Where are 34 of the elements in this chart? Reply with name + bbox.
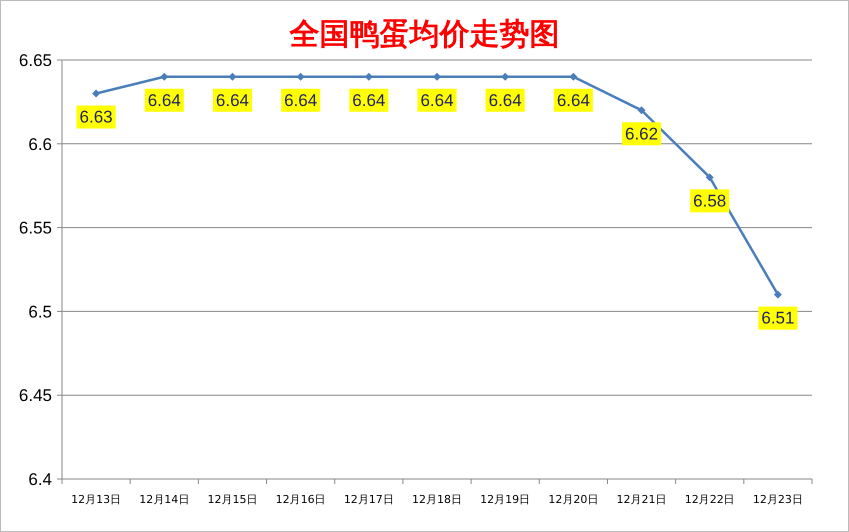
data-label: 6.64 — [556, 90, 590, 110]
data-label: 6.64 — [488, 90, 522, 110]
point — [92, 90, 100, 98]
data-label: 6.51 — [761, 308, 794, 328]
point — [706, 173, 714, 182]
x-tick-label: 12月14日 — [139, 493, 190, 506]
x-tick-label: 12月15日 — [207, 493, 258, 506]
y-tick-label: 6.45 — [18, 386, 52, 406]
chart-title: 全国鸭蛋均价走势图 — [288, 18, 560, 51]
y-tick-label: 6.4 — [28, 470, 52, 489]
x-tick-label: 12月20日 — [548, 493, 598, 506]
x-tick-label: 12月19日 — [480, 493, 530, 506]
data-label: 6.64 — [216, 90, 249, 110]
point — [774, 290, 782, 299]
y-tick-label: 6.65 — [18, 51, 52, 70]
x-tick-label: 12月18日 — [412, 493, 462, 506]
data-label: 6.64 — [148, 90, 181, 110]
y-tick-label: 6.6 — [28, 134, 52, 154]
x-tick-label: 12月22日 — [684, 493, 735, 506]
y-tick-label: 6.55 — [18, 218, 52, 238]
x-tick-label: 12月16日 — [276, 493, 326, 506]
data-label: 6.63 — [80, 108, 113, 127]
data-label: 6.64 — [352, 90, 386, 110]
point — [638, 106, 646, 114]
data-label: 6.58 — [693, 191, 726, 210]
x-tick-label: 12月17日 — [344, 493, 394, 506]
point — [433, 72, 441, 81]
x-tick-label: 12月21日 — [616, 493, 667, 506]
x-tick-label: 12月13日 — [71, 493, 122, 506]
y-tick-label: 6.5 — [28, 302, 52, 322]
data-label: 6.64 — [284, 90, 318, 110]
x-tick-label: 12月23日 — [752, 493, 803, 506]
data-label: 6.62 — [625, 124, 658, 144]
data-label: 6.64 — [420, 90, 454, 110]
